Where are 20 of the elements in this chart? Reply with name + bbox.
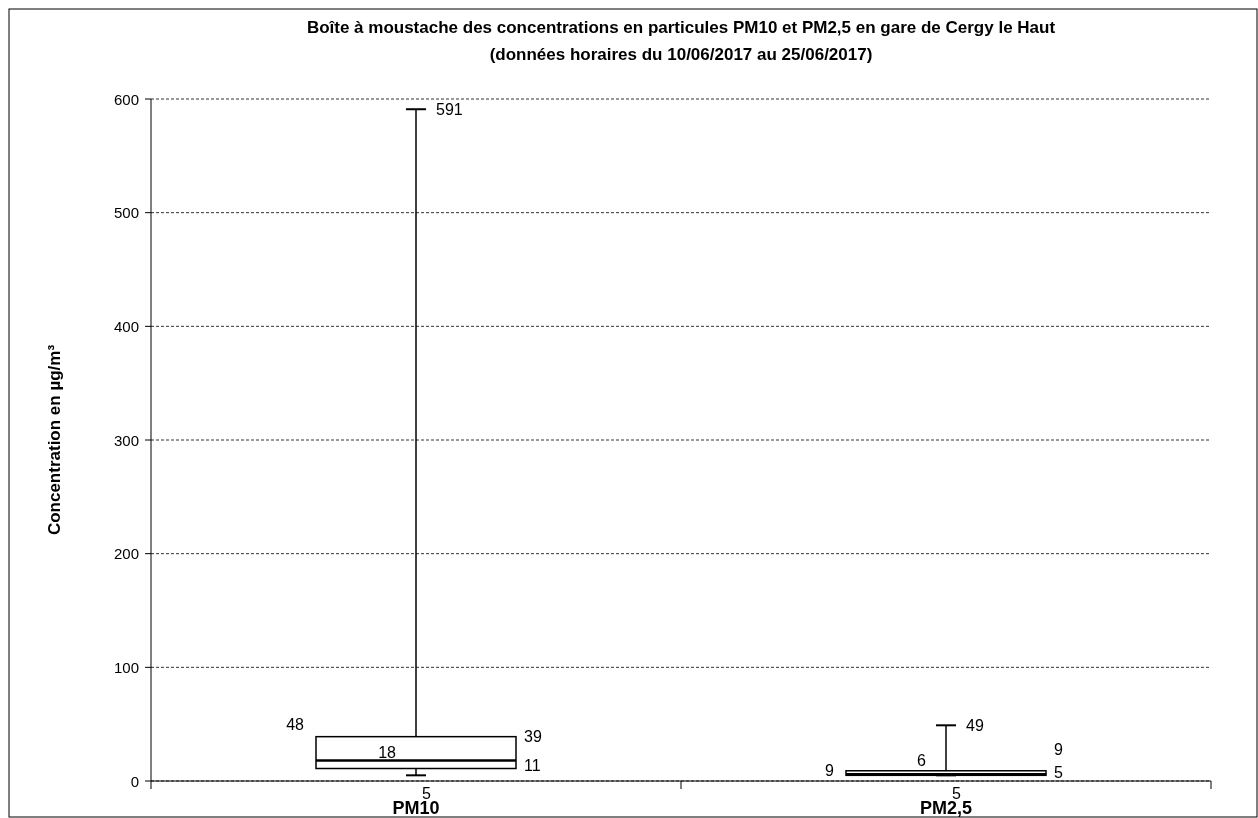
y-tick-label: 300 (113, 431, 139, 449)
annotation: 48 (286, 716, 305, 734)
annotation: 9 (1054, 740, 1063, 758)
y-tick-label: 600 (113, 90, 139, 108)
annotation: 591 (436, 100, 463, 118)
y-tick-label: 400 (113, 317, 139, 335)
y-axis-title: Concentration en µg/m³ (45, 344, 64, 536)
annotation: 49 (966, 716, 984, 734)
y-tick-label: 0 (130, 772, 139, 790)
annotation: 5 (1054, 763, 1063, 781)
y-tick-label: 500 (113, 204, 139, 222)
chart-title: Boîte à moustache des concentrations en particules PM10 et PM2,5 en gare de Cergy le Haut (306, 18, 1056, 37)
chart-subtitle: (données horaires du 10/06/2017 au 25/06/2017) (489, 45, 873, 64)
y-tick-label: 100 (113, 658, 139, 676)
annotation: 39 (524, 728, 542, 746)
y-tick-label: 200 (113, 545, 139, 563)
annotation: 18 (378, 744, 397, 762)
annotation: 9 (825, 761, 835, 779)
annotation: 11 (524, 757, 541, 774)
annotation: 6 (917, 752, 927, 770)
